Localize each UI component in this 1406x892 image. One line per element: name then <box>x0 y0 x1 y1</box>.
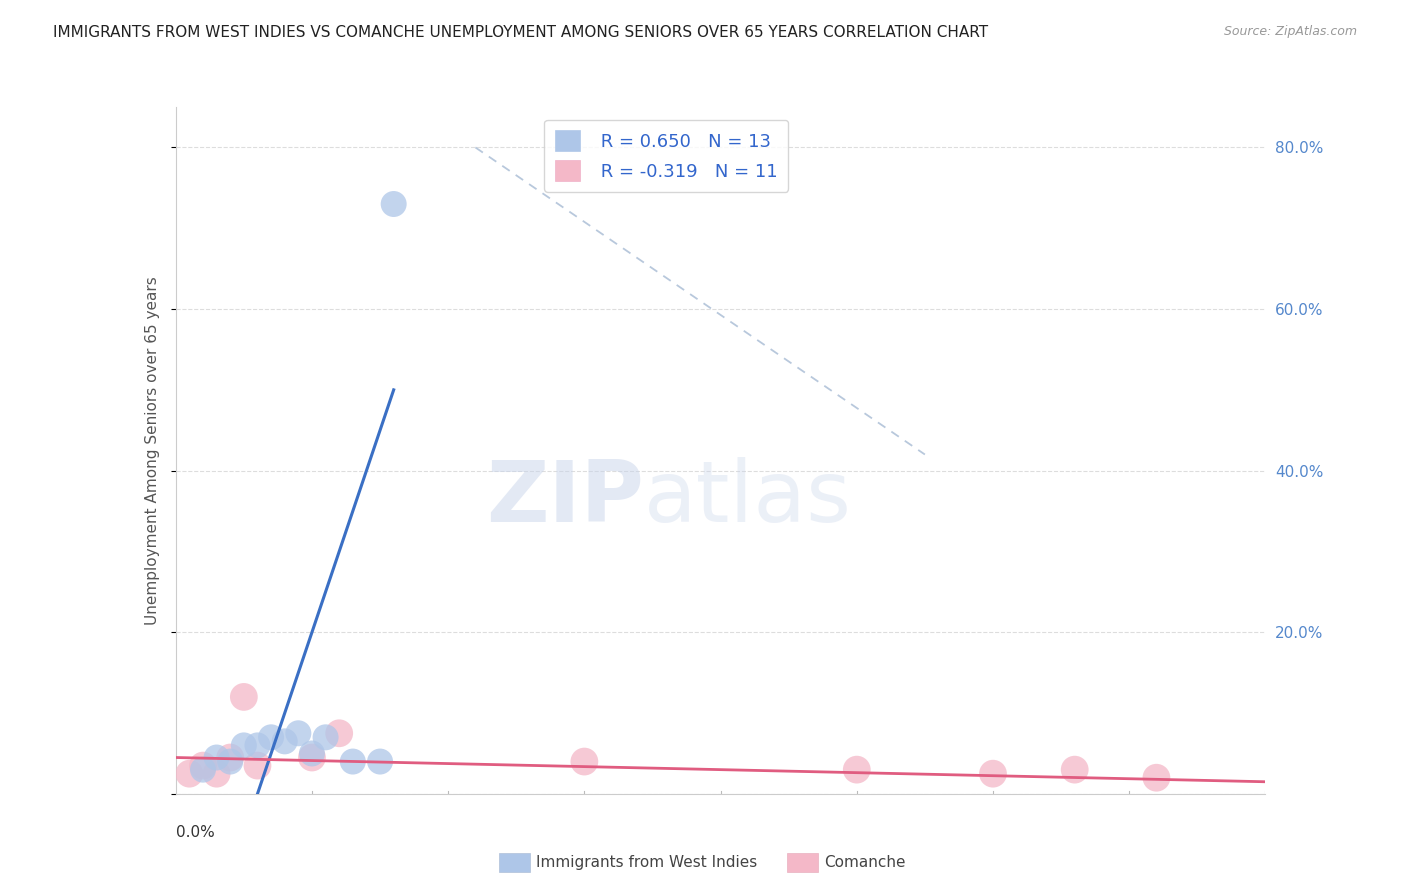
Text: atlas: atlas <box>644 457 852 540</box>
Point <box>246 739 269 753</box>
Y-axis label: Unemployment Among Seniors over 65 years: Unemployment Among Seniors over 65 years <box>145 277 160 624</box>
Text: IMMIGRANTS FROM WEST INDIES VS COMANCHE UNEMPLOYMENT AMONG SENIORS OVER 65 YEARS: IMMIGRANTS FROM WEST INDIES VS COMANCHE … <box>53 25 988 40</box>
Point <box>260 731 283 745</box>
Point <box>328 726 350 740</box>
Point <box>315 731 337 745</box>
Point <box>1144 771 1167 785</box>
Point <box>845 763 868 777</box>
Text: 0.0%: 0.0% <box>176 825 215 839</box>
Point <box>232 690 254 704</box>
Point <box>368 755 391 769</box>
Point <box>574 755 596 769</box>
Point <box>382 197 405 211</box>
Point <box>219 750 242 764</box>
Legend:  R = 0.650   N = 13,  R = -0.319   N = 11: R = 0.650 N = 13, R = -0.319 N = 11 <box>544 120 789 192</box>
Text: Source: ZipAtlas.com: Source: ZipAtlas.com <box>1223 25 1357 38</box>
Point <box>232 739 254 753</box>
Point <box>301 747 323 761</box>
Point <box>179 766 201 780</box>
Point <box>246 758 269 772</box>
Point <box>981 766 1004 780</box>
Point <box>191 758 214 772</box>
Text: Comanche: Comanche <box>824 855 905 870</box>
Point <box>1063 763 1085 777</box>
Text: ZIP: ZIP <box>486 457 644 540</box>
Point <box>219 755 242 769</box>
Point <box>191 763 214 777</box>
Point <box>274 734 297 748</box>
Point <box>205 766 228 780</box>
Point <box>287 726 309 740</box>
Point <box>301 750 323 764</box>
Point <box>205 750 228 764</box>
Point <box>342 755 364 769</box>
Text: Immigrants from West Indies: Immigrants from West Indies <box>536 855 756 870</box>
